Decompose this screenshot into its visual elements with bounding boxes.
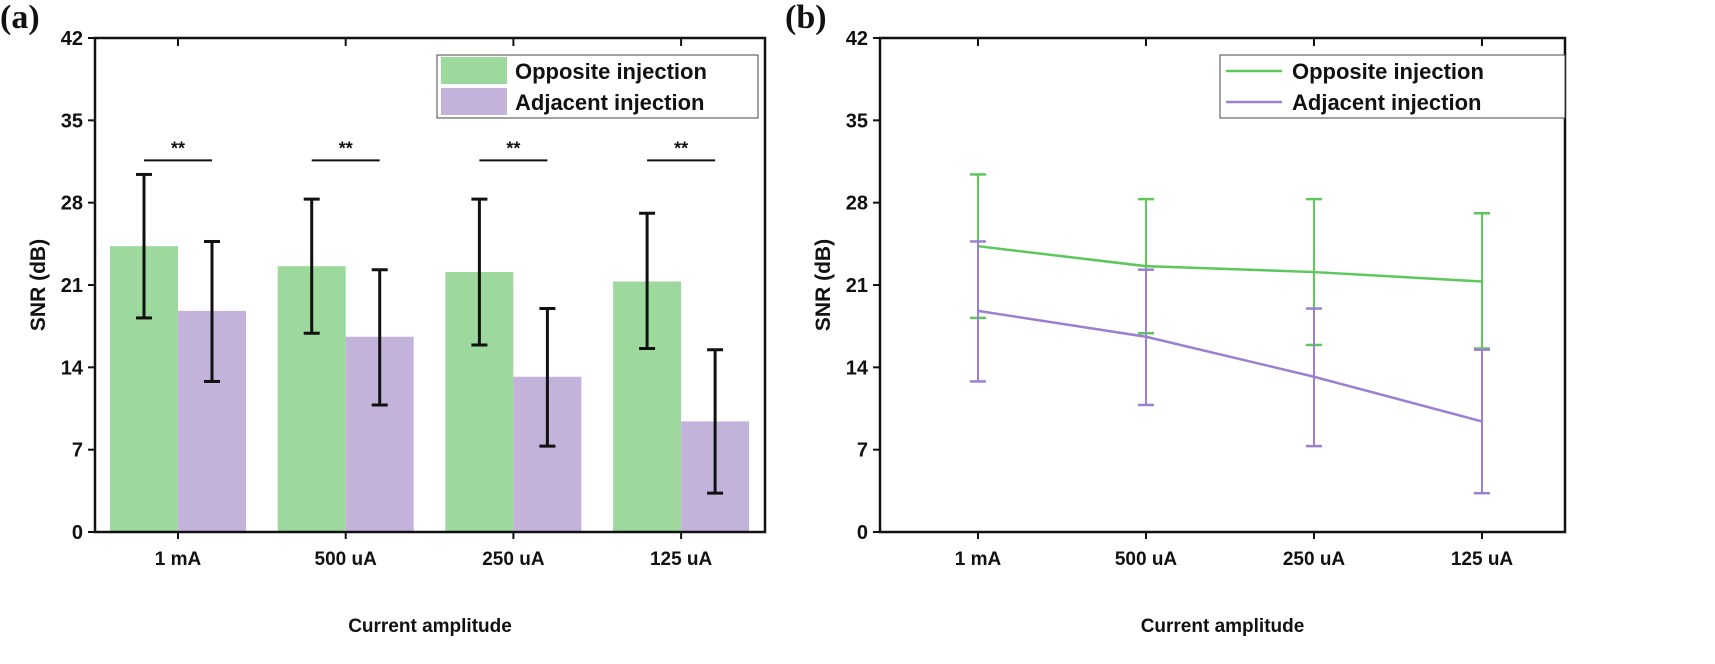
legend: Opposite injection Adjacent injection bbox=[1219, 54, 1566, 119]
y-tick-label: 35 bbox=[61, 110, 83, 132]
significance-marker: ** bbox=[674, 138, 688, 158]
legend-label: Opposite injection bbox=[515, 59, 707, 84]
x-tick-label: 500 uA bbox=[1115, 549, 1178, 570]
legend: Opposite injection Adjacent injection bbox=[436, 54, 759, 119]
significance-marker: ** bbox=[339, 138, 353, 158]
series-line bbox=[977, 309, 1483, 423]
x-tick-label: 500 uA bbox=[315, 549, 378, 570]
legend-label: Adjacent injection bbox=[515, 90, 704, 115]
significance-marker: ** bbox=[171, 138, 185, 158]
y-tick-label: 42 bbox=[61, 28, 83, 50]
y-tick-label: 7 bbox=[857, 440, 868, 462]
significance-marker: ** bbox=[506, 138, 520, 158]
x-tick-label: 125 uA bbox=[650, 549, 713, 570]
y-axis-label: SNR (dB) bbox=[812, 239, 835, 331]
x-tick-label: 1 mA bbox=[955, 549, 1002, 570]
legend-label: Opposite injection bbox=[1292, 59, 1484, 84]
legend-label: Adjacent injection bbox=[1292, 90, 1481, 115]
y-tick-label: 7 bbox=[72, 440, 83, 462]
legend-swatch bbox=[441, 88, 507, 115]
line-chart-panel: (b) 0 7 14 21 28 35 42 1 mA 500 uA 250 uA 125 uA Cur… bbox=[785, 0, 1567, 637]
legend-box bbox=[1219, 54, 1566, 119]
legend-swatch bbox=[441, 57, 507, 84]
y-tick-label: 0 bbox=[72, 522, 83, 544]
bar-chart-panel: (a) ** ** ** ** 0 7 14 21 28 35 42 1 mA 500 uA 250 uA 1… bbox=[0, 0, 767, 637]
x-axis-label: Current amplitude bbox=[348, 616, 512, 637]
y-axis-label: SNR (dB) bbox=[27, 239, 50, 331]
x-tick-label: 250 uA bbox=[482, 549, 545, 570]
panel-label: (b) bbox=[785, 0, 827, 36]
y-tick-label: 28 bbox=[846, 193, 868, 215]
y-tick-label: 0 bbox=[857, 522, 868, 544]
y-tick-label: 42 bbox=[846, 28, 868, 50]
x-axis-label: Current amplitude bbox=[1141, 616, 1305, 637]
x-tick-label: 1 mA bbox=[155, 549, 202, 570]
y-tick-label: 14 bbox=[846, 357, 869, 379]
y-tick-label: 21 bbox=[846, 275, 868, 297]
x-tick-label: 125 uA bbox=[1451, 549, 1514, 570]
series-line bbox=[977, 244, 1483, 283]
panel-label: (a) bbox=[0, 0, 40, 36]
x-tick-label: 250 uA bbox=[1283, 549, 1346, 570]
y-tick-label: 28 bbox=[61, 193, 83, 215]
y-tick-label: 35 bbox=[846, 110, 868, 132]
y-tick-label: 14 bbox=[61, 357, 84, 379]
y-tick-label: 21 bbox=[61, 275, 83, 297]
